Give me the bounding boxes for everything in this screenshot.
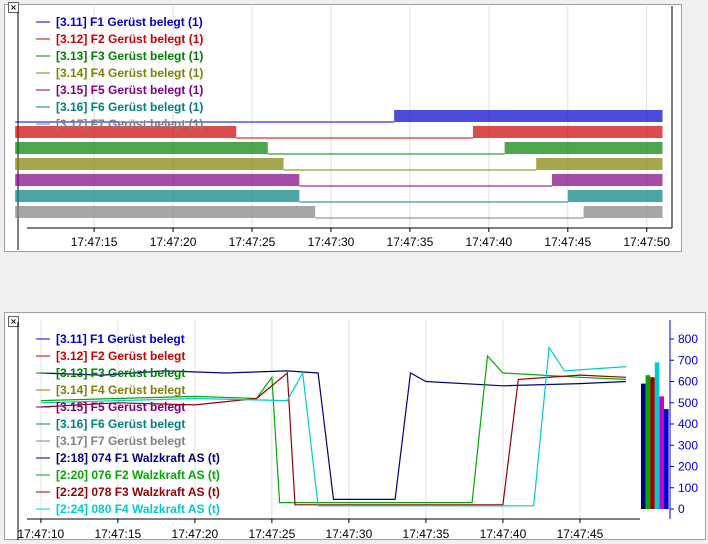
- state-bar: [15, 126, 237, 138]
- x-tick-label: 17:47:20: [150, 235, 197, 249]
- series-line: [40, 354, 627, 504]
- state-bar: [567, 190, 663, 202]
- y-tick-label: 700: [678, 353, 698, 367]
- value-bar: [659, 396, 664, 509]
- x-tick-label: 17:47:30: [308, 235, 355, 249]
- state-bar: [504, 142, 663, 154]
- y-tick-label: 400: [678, 417, 698, 431]
- state-bar: [552, 174, 663, 186]
- x-tick-label: 17:47:10: [18, 527, 65, 541]
- splitter[interactable]: [0, 256, 708, 306]
- y-tick-label: 800: [678, 332, 698, 346]
- legend-entry: [3.13] F3 Gerüst belegt: [56, 366, 185, 380]
- close-icon[interactable]: ×: [8, 2, 19, 13]
- legend-entry: [2:24] 080 F4 Walzkraft AS (t): [56, 502, 220, 516]
- legend-entry: [3.12] F2 Gerüst belegt: [56, 349, 185, 363]
- state-bar: [536, 158, 663, 170]
- legend-entry: [3.11] F1 Gerüst belegt: [56, 332, 185, 346]
- x-tick-label: 17:47:25: [229, 235, 276, 249]
- legend-entry: [3.15] F5 Gerüst belegt (1): [56, 83, 203, 97]
- legend-entry: [3.17] F7 Gerüst belegt: [56, 434, 185, 448]
- y-tick-label: 100: [678, 481, 698, 495]
- state-bar: [15, 190, 300, 202]
- legend-entry: [2:18] 074 F1 Walzkraft AS (t): [56, 451, 220, 465]
- legend-entry: [2:22] 078 F3 Walzkraft AS (t): [56, 485, 220, 499]
- state-bar: [394, 110, 663, 122]
- state-bar: [15, 142, 268, 154]
- series-line: [40, 370, 627, 500]
- state-bar: [583, 206, 663, 218]
- legend-entry: [2:20] 076 F2 Walzkraft AS (t): [56, 468, 220, 482]
- legend-entry: [3.14] F4 Gerüst belegt: [56, 383, 185, 397]
- legend-entry: [3.15] F5 Gerüst belegt: [56, 400, 185, 414]
- y-tick-label: 0: [678, 502, 685, 516]
- close-icon[interactable]: ×: [8, 316, 19, 327]
- y-tick-label: 300: [678, 438, 698, 452]
- value-bar: [641, 383, 646, 509]
- x-tick-label: 17:47:45: [557, 527, 604, 541]
- y-tick-label: 500: [678, 396, 698, 410]
- y-tick-label: 600: [678, 375, 698, 389]
- value-bar: [654, 362, 660, 509]
- legend-entry: [3.16] F6 Gerüst belegt: [56, 417, 185, 431]
- series-line: [40, 371, 627, 506]
- x-tick-label: 17:47:50: [623, 235, 670, 249]
- legend-entry: [3.16] F6 Gerüst belegt (1): [56, 100, 203, 114]
- x-tick-label: 17:47:40: [465, 235, 512, 249]
- x-tick-label: 17:47:45: [544, 235, 591, 249]
- state-bar: [15, 206, 316, 218]
- x-tick-label: 17:47:35: [403, 527, 450, 541]
- plot-area: [27, 320, 640, 519]
- x-tick-label: 17:47:20: [172, 527, 219, 541]
- x-tick-label: 17:47:15: [95, 527, 142, 541]
- x-tick-label: 17:47:30: [326, 527, 373, 541]
- legend-entry: [3.14] F4 Gerüst belegt (1): [56, 66, 203, 80]
- legend-entry: [3.11] F1 Gerüst belegt (1): [56, 15, 203, 29]
- x-tick-label: 17:47:40: [480, 527, 527, 541]
- state-bar: [15, 174, 300, 186]
- value-bar: [650, 377, 655, 509]
- x-tick-label: 17:47:35: [387, 235, 434, 249]
- legend-entry: [3.17] F7 Gerüst belegt (1): [56, 117, 203, 131]
- state-bar: [15, 158, 284, 170]
- x-tick-label: 17:47:15: [71, 235, 118, 249]
- series-line: [40, 345, 627, 507]
- value-bar: [664, 409, 669, 509]
- x-tick-label: 17:47:25: [249, 527, 296, 541]
- y-tick-label: 200: [678, 460, 698, 474]
- legend-entry: [3.13] F3 Gerüst belegt (1): [56, 49, 203, 63]
- value-bar: [645, 375, 651, 509]
- state-bar: [473, 126, 663, 138]
- legend-entry: [3.12] F2 Gerüst belegt (1): [56, 32, 203, 46]
- top-chart: 17:47:15 17:47:20 17:47:25 17:47:30 17:47:35…: [15, 6, 673, 250]
